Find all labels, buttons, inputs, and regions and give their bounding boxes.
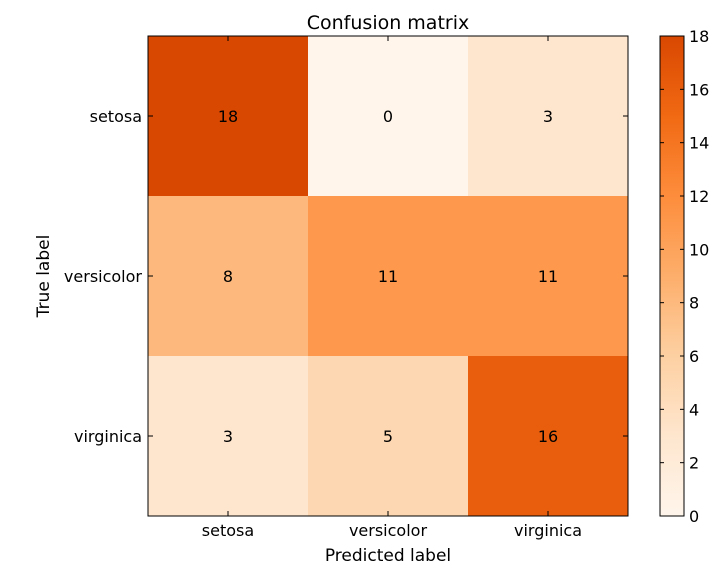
- colorbar-tick-label: 2: [689, 454, 699, 473]
- x-axis-label: Predicted label: [325, 546, 451, 565]
- cell-value-label: 5: [383, 427, 393, 446]
- y-tick-label: virginica: [74, 427, 142, 446]
- cell-value-label: 11: [538, 267, 558, 286]
- colorbar-ticks: 0 2 4 6 8 10 12 14 16 18: [660, 27, 709, 526]
- axis-ticks: [148, 36, 628, 516]
- colorbar-tick-label: 10: [689, 240, 709, 259]
- colorbar-tick-label: 6: [689, 347, 699, 366]
- cell-value-label: 18: [218, 107, 238, 126]
- heatmap-cell: [468, 356, 628, 516]
- cell-value-label: 3: [223, 427, 233, 446]
- y-tick-label: setosa: [90, 107, 142, 126]
- colorbar-tick-label: 16: [689, 80, 709, 99]
- cell-value-labels: 18 0 3 8 11 11 3 5 16: [218, 107, 558, 446]
- heatmap-cell: [148, 196, 308, 356]
- colorbar-tick-label: 14: [689, 134, 709, 153]
- cell-value-label: 11: [378, 267, 398, 286]
- y-axis-label: True label: [34, 235, 54, 319]
- x-tick-label: virginica: [514, 521, 582, 540]
- x-tick-label: setosa: [202, 521, 254, 540]
- x-tick-label: versicolor: [349, 521, 427, 540]
- cell-value-label: 3: [543, 107, 553, 126]
- y-tick-label: versicolor: [64, 267, 142, 286]
- cell-value-label: 0: [383, 107, 393, 126]
- heatmap-cell: [148, 36, 308, 196]
- colorbar-tick-label: 18: [689, 27, 709, 46]
- cell-value-label: 16: [538, 427, 558, 446]
- heatmap-cell: [308, 356, 468, 516]
- heatmap-cell: [148, 356, 308, 516]
- colorbar-tick-label: 4: [689, 400, 699, 419]
- cell-value-label: 8: [223, 267, 233, 286]
- y-tick-labels: setosa versicolor virginica: [64, 107, 142, 446]
- heatmap-cells: [148, 36, 628, 516]
- colorbar-tick-label: 8: [689, 294, 699, 313]
- heatmap-cell: [468, 36, 628, 196]
- colorbar-tick-label: 12: [689, 187, 709, 206]
- heatmap-cell: [468, 196, 628, 356]
- colorbar-tick-label: 0: [689, 507, 699, 526]
- colorbar: [659, 35, 685, 517]
- x-tick-labels: setosa versicolor virginica: [202, 521, 582, 540]
- chart-title: Confusion matrix: [307, 12, 469, 34]
- heatmap-cell: [308, 36, 468, 196]
- heatmap-cell: [308, 196, 468, 356]
